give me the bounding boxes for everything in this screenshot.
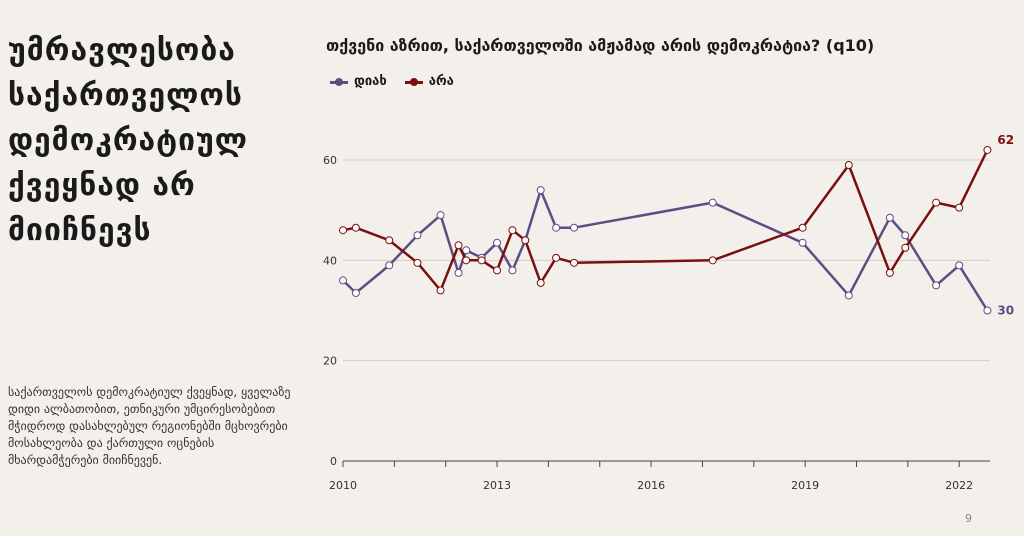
page-number: 9	[965, 512, 972, 525]
data-point	[385, 261, 394, 270]
data-point	[351, 223, 360, 232]
data-point	[493, 238, 502, 247]
data-point	[552, 223, 561, 232]
end-label-yes: 30	[997, 304, 1014, 318]
data-point	[570, 223, 579, 232]
data-point	[885, 268, 894, 277]
data-point	[844, 291, 853, 300]
data-point	[901, 231, 910, 240]
series-line-no	[342, 149, 989, 292]
data-point	[536, 278, 545, 287]
data-point	[436, 286, 445, 295]
data-point	[339, 276, 347, 285]
data-point	[798, 238, 807, 247]
y-tick-label: 60	[323, 154, 337, 167]
x-tick-label: 2016	[637, 479, 665, 492]
legend-label-yes: დიახ	[354, 74, 387, 89]
data-point	[932, 198, 941, 207]
chart-title: თქვენი აზრით, საქართველოში ამჟამად არის …	[326, 36, 875, 55]
data-point	[885, 213, 894, 222]
legend: დიახ არა	[330, 74, 454, 89]
data-point	[983, 306, 992, 315]
data-point	[454, 241, 463, 250]
data-point	[983, 145, 992, 154]
data-point	[462, 246, 471, 255]
data-point	[932, 281, 941, 290]
y-tick-label: 20	[323, 355, 337, 368]
data-point	[955, 203, 964, 212]
data-point	[536, 186, 545, 195]
data-point	[901, 243, 910, 252]
legend-swatch-no	[404, 77, 423, 87]
data-point	[413, 258, 422, 267]
x-tick-label: 2019	[791, 479, 819, 492]
y-tick-label: 0	[330, 455, 337, 468]
legend-swatch-yes	[330, 77, 348, 87]
data-point	[462, 256, 471, 265]
x-tick-label: 2022	[945, 479, 973, 492]
data-point	[339, 226, 347, 235]
data-point	[570, 258, 579, 267]
end-label-no: 62	[997, 133, 1014, 147]
data-point	[708, 256, 717, 265]
data-point	[508, 266, 517, 275]
data-point	[552, 253, 561, 262]
series-line-yes	[342, 188, 989, 312]
headline: უმრავლესობა საქართველოს დემოკრატიულ ქვეყ…	[8, 33, 249, 248]
x-tick-label: 2010	[329, 479, 357, 492]
data-point	[454, 268, 463, 277]
legend-item-no: არა	[404, 74, 454, 89]
data-point	[385, 236, 394, 245]
legend-item-yes: დიახ	[330, 74, 387, 89]
data-point	[477, 256, 486, 265]
data-point	[413, 231, 422, 240]
y-tick-label: 40	[323, 254, 337, 267]
x-tick-label: 2013	[483, 479, 511, 492]
data-point	[955, 261, 964, 270]
data-point	[351, 288, 360, 297]
data-point	[508, 226, 517, 235]
series-yes: 30	[339, 186, 1014, 318]
legend-label-no: არა	[428, 74, 454, 89]
data-point	[708, 198, 717, 207]
data-point	[521, 236, 530, 245]
data-point	[436, 211, 445, 220]
data-point	[798, 223, 807, 232]
data-point	[493, 266, 502, 275]
note-text: საქართველოს დემოკრატიულ ქვეყნად, ყველაზე…	[8, 385, 291, 467]
series-no: 62	[339, 133, 1014, 295]
data-point	[844, 161, 853, 170]
